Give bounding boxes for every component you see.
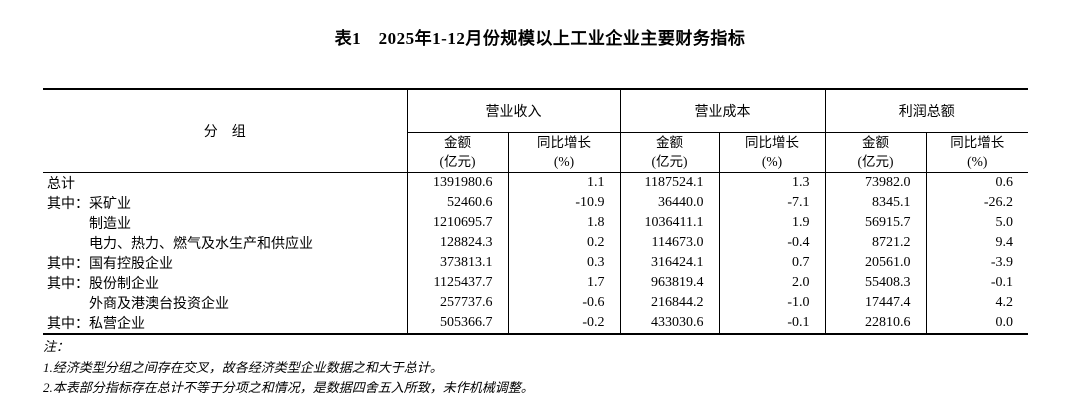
subheader-line1: 金额: [656, 135, 683, 150]
cell-cost-amount: 216844.2: [620, 292, 720, 313]
cell-profit-amount: 22810.6: [825, 312, 927, 334]
cell-cost-amount: 963819.4: [620, 272, 720, 293]
cell-revenue-amount: 128824.3: [407, 232, 509, 253]
row-label: 电力、热力、燃气及水生产和供应业: [43, 232, 408, 253]
cell-revenue-amount: 52460.6: [407, 192, 509, 213]
row-label: 其中：采矿业: [43, 192, 408, 213]
cell-revenue-growth: -0.2: [508, 312, 621, 334]
subheader-line2: (%): [761, 154, 783, 169]
subheader-profit-growth: 同比增长 (%): [926, 132, 1028, 173]
subheader-cost-growth: 同比增长 (%): [719, 132, 826, 173]
cell-profit-growth: 0.6: [995, 174, 1014, 190]
cell-profit-amount: 55408.3: [825, 272, 927, 293]
table-row-foreign-invested: 外商及港澳台投资企业 257737.6 -0.6 216844.2 -1.0 1…: [43, 292, 1028, 313]
cell-cost-amount: 433030.6: [620, 312, 720, 334]
cell-revenue-growth: 1.1: [508, 172, 621, 193]
row-label: 其中：私营企业: [43, 312, 408, 334]
subheader-line1: 同比增长: [950, 135, 1005, 150]
cell-profit-growth: -26.2: [983, 194, 1013, 210]
cell-revenue-amount: 257737.6: [407, 292, 509, 313]
cell-profit-amount: 56915.7: [825, 212, 927, 233]
table-row-private: 其中：私营企业 505366.7 -0.2 433030.6 -0.1 2281…: [43, 312, 1028, 334]
cell-profit-growth: -0.1: [990, 274, 1013, 290]
cell-profit-growth: -3.9: [990, 254, 1013, 270]
cell-profit-amount: 20561.0: [825, 252, 927, 273]
header-operating-revenue: 营业收入: [407, 89, 621, 133]
subheader-line1: 同比增长: [537, 135, 591, 150]
cell-revenue-amount: 1210695.7: [407, 212, 509, 233]
cell-profit-growth: 9.4: [995, 234, 1014, 250]
cell-cost-growth: -7.1: [719, 192, 826, 213]
cell-cost-amount: 1036411.1: [620, 212, 720, 233]
subheader-revenue-growth: 同比增长 (%): [508, 132, 621, 173]
cell-profit-amount: 8721.2: [825, 232, 927, 253]
subheader-line1: 金额: [444, 135, 471, 150]
cell-revenue-amount: 1391980.6: [407, 172, 509, 193]
cell-cost-amount: 1187524.1: [620, 172, 720, 193]
cell-cost-amount: 114673.0: [620, 232, 720, 253]
cell-revenue-growth: 1.7: [508, 272, 621, 293]
table-row-total: 总计 1391980.6 1.1 1187524.1 1.3 73982.0 0…: [43, 172, 1028, 193]
cell-cost-growth: -0.4: [719, 232, 826, 253]
cell-revenue-growth: 0.3: [508, 252, 621, 273]
cell-revenue-growth: 1.8: [508, 212, 621, 233]
cell-cost-growth: 1.9: [719, 212, 826, 233]
cell-cost-growth: 1.3: [719, 172, 826, 193]
cell-revenue-growth: -0.6: [508, 292, 621, 313]
subheader-line2: (亿元): [439, 154, 476, 169]
cell-profit-growth: 5.0: [995, 214, 1014, 230]
cell-cost-amount: 316424.1: [620, 252, 720, 273]
cell-cost-growth: 2.0: [719, 272, 826, 293]
cell-profit-growth: 0.0: [995, 314, 1014, 330]
cell-revenue-growth: 0.2: [508, 232, 621, 253]
header-group-column: 分 组: [43, 89, 408, 173]
footnote-heading: 注：: [43, 339, 70, 354]
row-label: 总计: [43, 172, 408, 193]
cell-profit-amount: 8345.1: [825, 192, 927, 213]
header-group-row: 分 组 营业收入 营业成本 利润总额: [43, 89, 1028, 173]
row-label: 外商及港澳台投资企业: [43, 292, 408, 313]
subheader-revenue-amount: 金额 (亿元): [407, 132, 509, 173]
row-label: 其中：国有控股企业: [43, 252, 408, 273]
cell-profit-growth: 4.2: [995, 294, 1014, 310]
cell-revenue-growth: -10.9: [508, 192, 621, 213]
subheader-line2: (亿元): [651, 154, 688, 169]
subheader-line2: (%): [553, 154, 575, 169]
header-operating-cost: 营业成本: [620, 89, 826, 133]
financial-indicators-table: 分 组 营业收入 营业成本 利润总额 金额 (亿元) 同比增长 (%) 金额 (亿元)…: [43, 88, 1028, 335]
subheader-cost-amount: 金额 (亿元): [620, 132, 720, 173]
table-row-manufacturing: 制造业 1210695.7 1.8 1036411.1 1.9 56915.7 …: [43, 212, 1028, 233]
row-label: 其中：股份制企业: [43, 272, 408, 293]
header-sub-row: 金额 (亿元) 同比增长 (%) 金额 (亿元) 同比增长 (%) 金额 (亿元) 同比增…: [43, 132, 1028, 173]
subheader-line2: (亿元): [857, 154, 894, 169]
row-label: 制造业: [43, 212, 408, 233]
header-total-profit: 利润总额: [825, 89, 1028, 133]
cell-revenue-amount: 373813.1: [407, 252, 509, 273]
cell-revenue-amount: 1125437.7: [407, 272, 509, 293]
footnote-line: 2.本表部分指标存在总计不等于分项之和情况，是数据四舍五入所致，未作机械调整。: [43, 380, 534, 395]
cell-cost-growth: -1.0: [719, 292, 826, 313]
subheader-line2: (%): [967, 154, 988, 169]
cell-revenue-amount: 505366.7: [407, 312, 509, 334]
cell-cost-growth: -0.1: [719, 312, 826, 334]
table-row-state-holding: 其中：国有控股企业 373813.1 0.3 316424.1 0.7 2056…: [43, 252, 1028, 273]
table-row-utilities: 电力、热力、燃气及水生产和供应业 128824.3 0.2 114673.0 -…: [43, 232, 1028, 253]
cell-profit-amount: 73982.0: [825, 172, 927, 193]
subheader-line1: 同比增长: [745, 135, 799, 150]
cell-profit-amount: 17447.4: [825, 292, 927, 313]
footnotes: 注： 1.经济类型分组之间存在交叉，故各经济类型企业数据之和大于总计。 2.本表…: [43, 337, 534, 399]
footnote-line: 1.经济类型分组之间存在交叉，故各经济类型企业数据之和大于总计。: [43, 359, 443, 375]
subheader-profit-amount: 金额 (亿元): [825, 132, 927, 173]
cell-cost-amount: 36440.0: [620, 192, 720, 213]
cell-cost-growth: 0.7: [719, 252, 826, 273]
table-row-shareholding: 其中：股份制企业 1125437.7 1.7 963819.4 2.0 5540…: [43, 272, 1028, 293]
subheader-line1: 金额: [862, 135, 889, 150]
table-row-mining: 其中：采矿业 52460.6 -10.9 36440.0 -7.1 8345.1…: [43, 192, 1028, 213]
table-title: 表1 2025年1-12月份规模以上工业企业主要财务指标: [334, 29, 746, 48]
